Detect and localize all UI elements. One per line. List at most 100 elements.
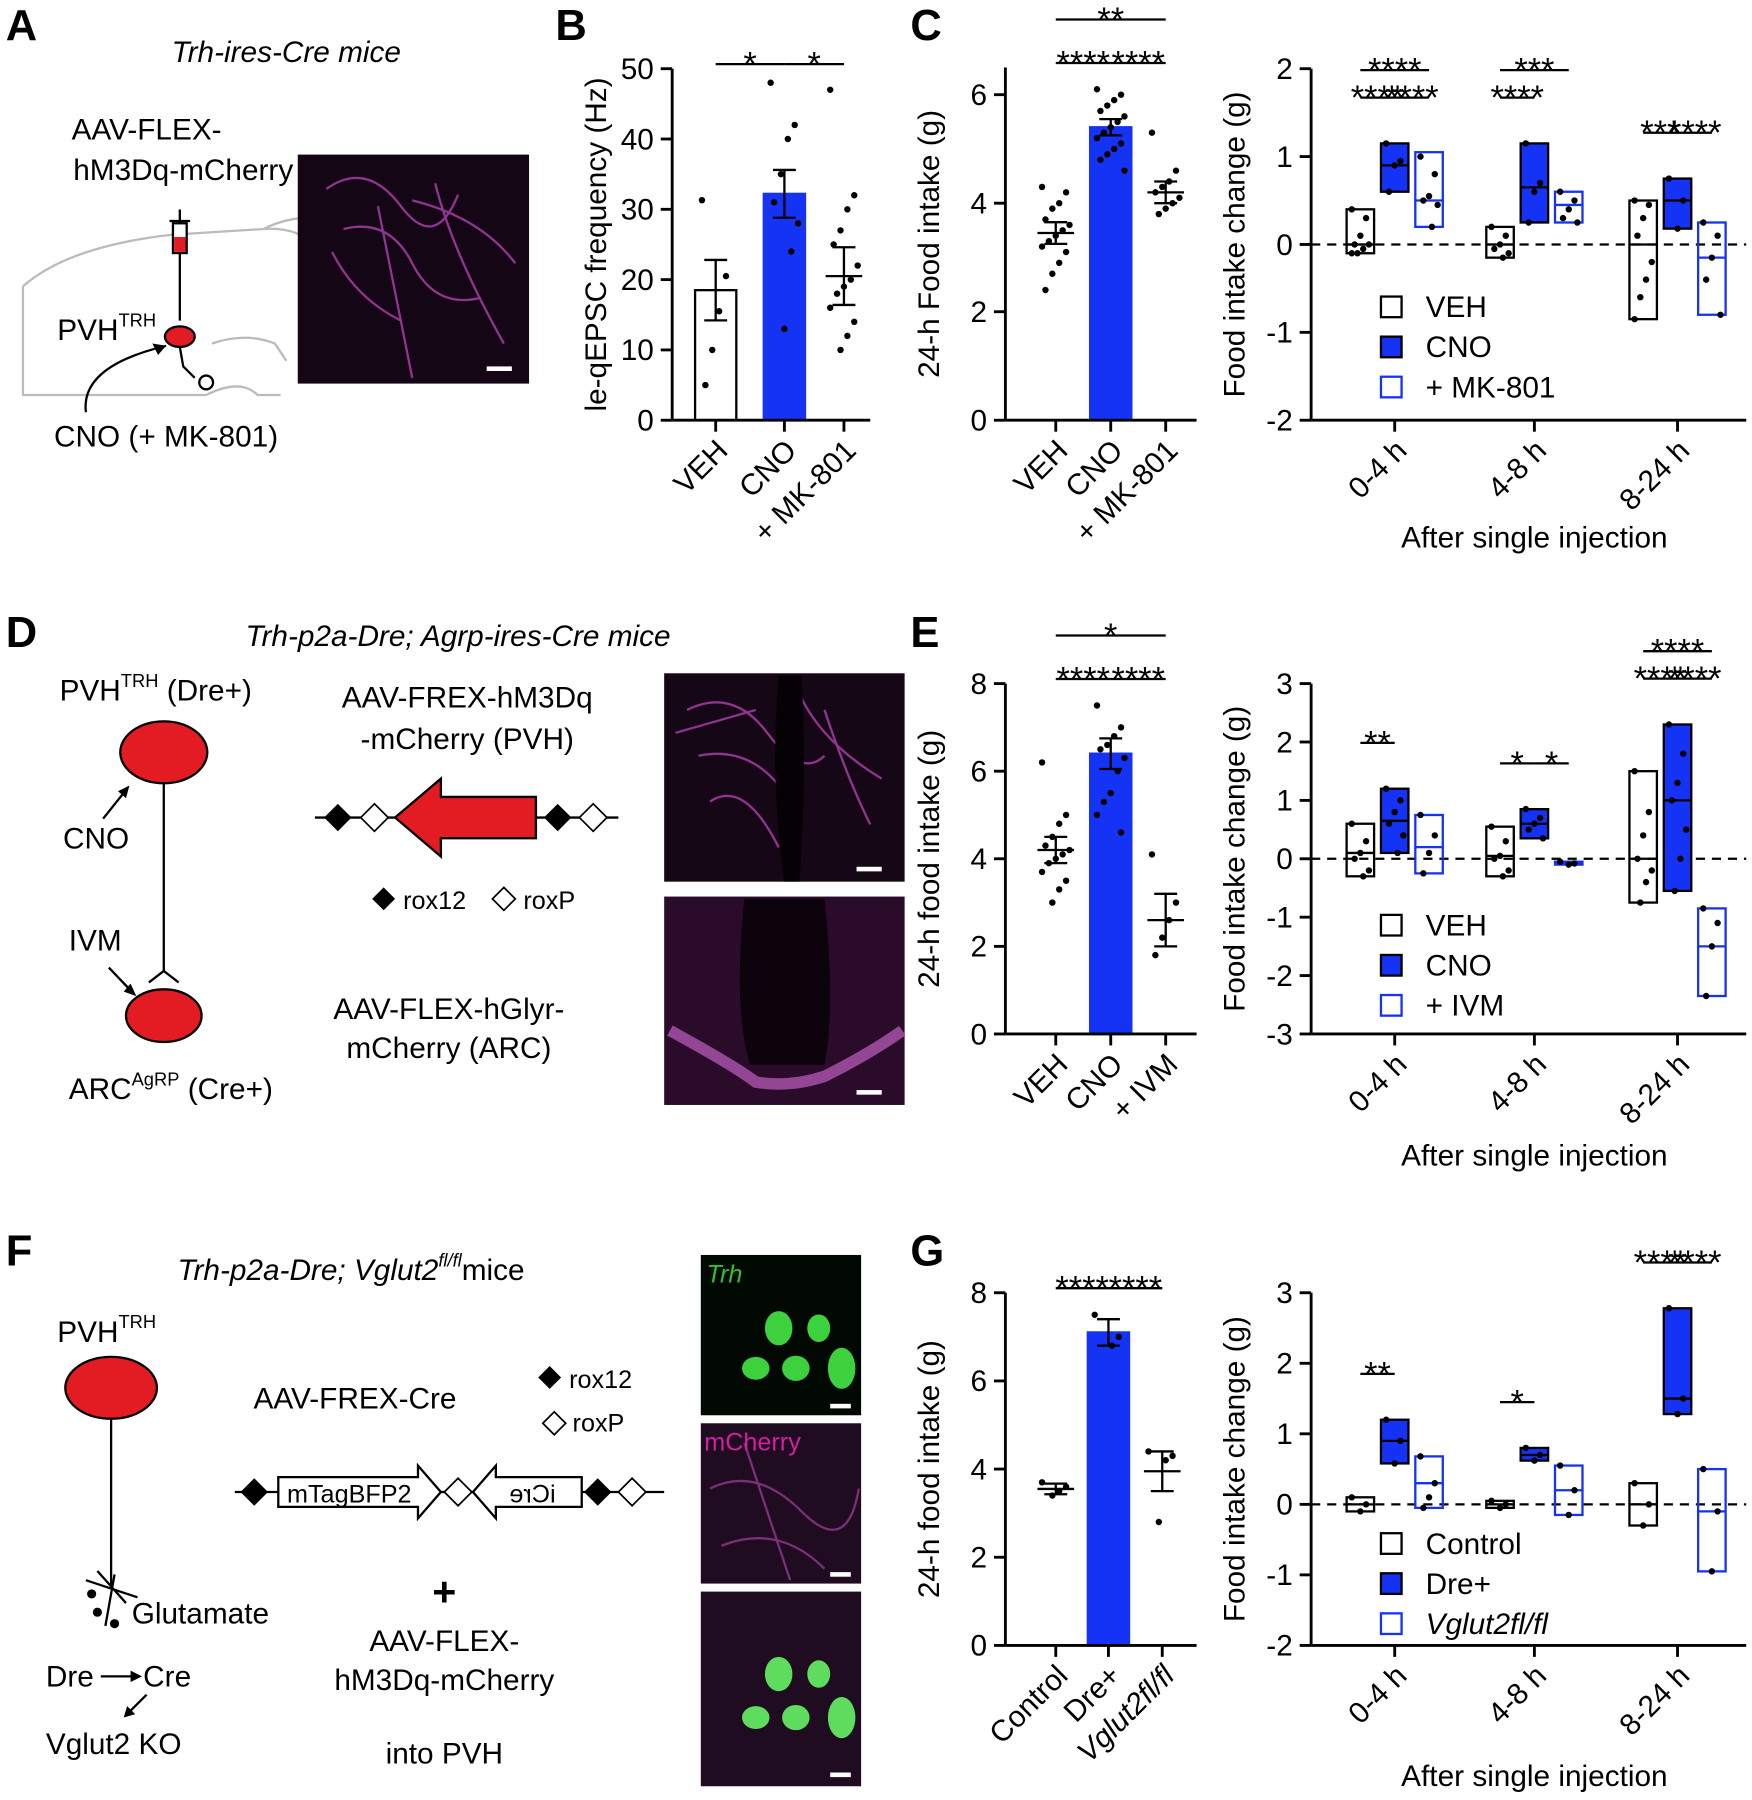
data-point — [1536, 1451, 1544, 1459]
y-tick-label: 8 — [971, 1277, 988, 1310]
significance-label: * — [807, 46, 820, 84]
data-point — [1056, 199, 1063, 207]
data-point — [1107, 789, 1114, 797]
data-point — [1674, 779, 1681, 787]
data-point — [1121, 167, 1128, 174]
label: Dre — [46, 1661, 94, 1694]
data-point — [1680, 197, 1687, 204]
data-point — [1431, 832, 1438, 839]
legend-label: Dre+ — [1426, 1568, 1491, 1601]
data-point — [1056, 820, 1063, 827]
legend-label: VEH — [1426, 909, 1487, 942]
data-point — [844, 332, 851, 340]
y-tick-label: -2 — [1266, 1630, 1292, 1663]
data-point — [1488, 223, 1495, 231]
label: hM3Dq-mCherry — [334, 1664, 554, 1697]
data-point — [1639, 214, 1647, 222]
data-point — [1639, 1522, 1647, 1529]
y-tick-label: 6 — [971, 79, 988, 112]
data-point — [1491, 245, 1498, 253]
micrograph-ventricle — [739, 898, 831, 1065]
data-point — [1525, 219, 1532, 226]
data-point — [1362, 838, 1370, 845]
data-point — [833, 290, 841, 297]
legend-swatch — [1379, 953, 1403, 977]
data-point — [1680, 750, 1687, 757]
data-point — [1496, 852, 1504, 860]
x-tick-label: 8-24 h — [1613, 1659, 1696, 1742]
data-point — [1042, 216, 1049, 223]
data-point — [770, 199, 778, 206]
label: rox12 — [569, 1366, 632, 1394]
data-point — [1642, 878, 1650, 886]
data-point — [1425, 1494, 1433, 1501]
y-tick-label: 30 — [621, 194, 654, 227]
data-point — [1645, 201, 1653, 209]
micrograph-signal — [709, 1442, 860, 1581]
data-point — [1648, 258, 1655, 266]
data-point — [837, 227, 844, 234]
gene — [471, 1462, 583, 1522]
data-point — [1428, 223, 1436, 231]
synapse — [85, 1570, 138, 1627]
floating-bar — [1696, 907, 1727, 998]
data-point — [1045, 859, 1053, 867]
data-point — [1382, 785, 1390, 792]
data-point — [1391, 162, 1398, 169]
data-point — [1038, 243, 1046, 250]
data-point — [1702, 992, 1710, 1000]
axon — [178, 346, 196, 379]
data-point — [1155, 1518, 1163, 1526]
gene — [393, 776, 538, 859]
data-point — [1159, 183, 1166, 191]
scale-bar — [856, 866, 882, 872]
floating-bar — [1662, 177, 1693, 230]
data-point — [1531, 1457, 1538, 1464]
data-point — [1176, 194, 1183, 201]
label: AAV-FLEX-hGlyr- — [333, 993, 564, 1026]
brain-outline — [21, 216, 316, 397]
data-point — [1049, 1492, 1056, 1499]
y-tick-label: 1 — [1276, 1418, 1293, 1451]
label: Glutamate — [132, 1598, 269, 1631]
data-point — [1420, 1504, 1427, 1512]
scale-bar — [856, 1090, 882, 1095]
legend-label: + IVM — [1426, 990, 1505, 1023]
label: PVH — [60, 675, 121, 708]
data-point — [1556, 858, 1564, 865]
legend-swatch — [1379, 335, 1403, 359]
bar — [1086, 1331, 1131, 1647]
label: CNO — [63, 822, 129, 855]
panel-label: E — [910, 609, 939, 657]
data-point — [1574, 219, 1581, 226]
data-point — [1145, 1448, 1152, 1455]
data-point — [1100, 798, 1108, 806]
significance-label: * — [1511, 745, 1524, 783]
data-point — [1093, 702, 1101, 709]
data-point — [837, 346, 844, 354]
label: Cre — [143, 1661, 191, 1694]
data-point — [1093, 86, 1101, 93]
y-tick-label: 20 — [621, 264, 654, 297]
superscript: TRH — [119, 309, 157, 330]
data-point — [1631, 767, 1638, 775]
micrograph-signal — [742, 1311, 856, 1389]
data-point — [826, 304, 834, 311]
data-point — [1631, 1479, 1638, 1487]
data-point — [1066, 846, 1073, 854]
data-point — [1042, 286, 1049, 294]
terminal — [148, 969, 180, 984]
floating-bar — [1553, 190, 1584, 224]
data-point — [1525, 826, 1532, 833]
data-point — [788, 248, 795, 255]
significance-label: **** — [1368, 52, 1421, 90]
data-point — [1648, 867, 1655, 874]
label: (Cre+) — [179, 1073, 272, 1106]
y-tick-label: 4 — [971, 1453, 988, 1486]
y-tick-label: 2 — [971, 1542, 988, 1575]
label: rox12 — [403, 887, 466, 915]
x-tick-label: VEH — [1008, 434, 1075, 501]
data-point — [1351, 855, 1358, 862]
terminal — [198, 374, 215, 391]
